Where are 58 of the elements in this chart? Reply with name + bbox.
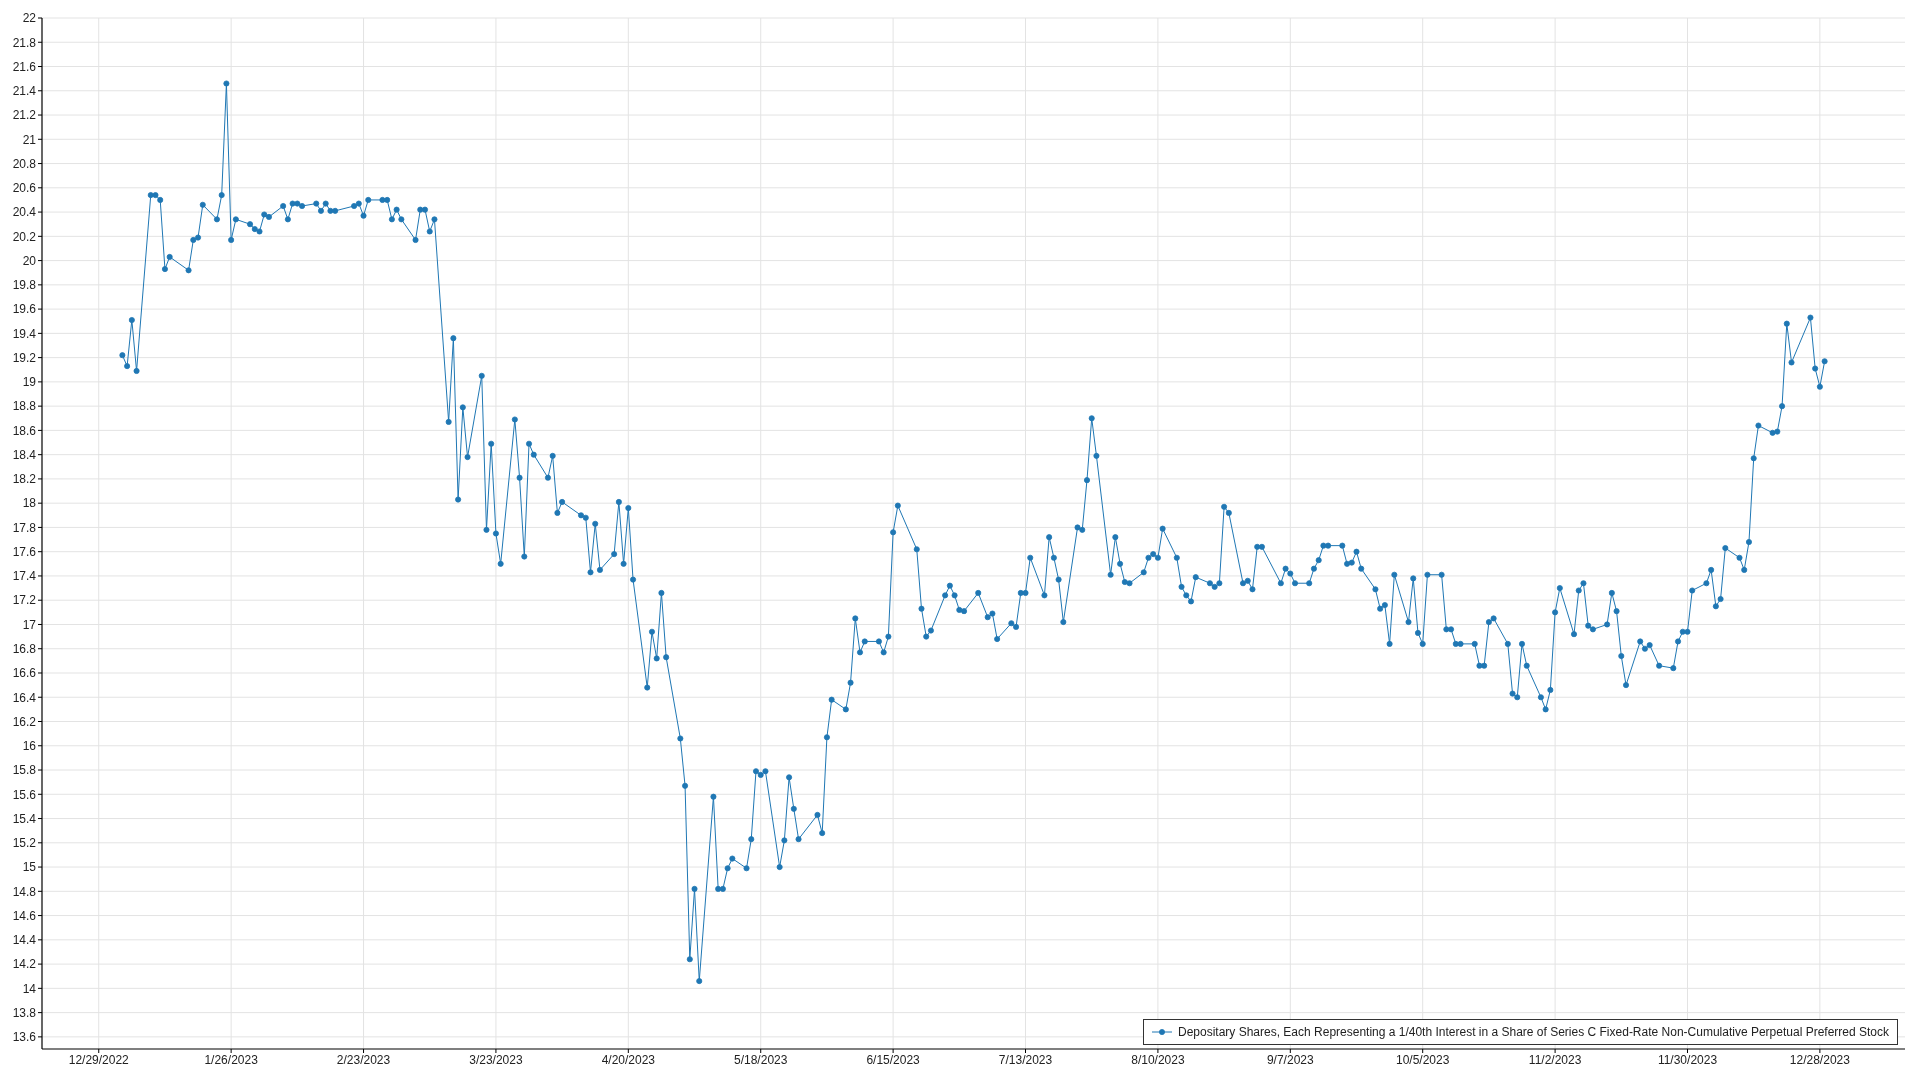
y-tick-label: 20.6 [12,181,37,196]
y-tick-label: 15.6 [12,787,37,802]
x-tick-label: 4/20/2023 [601,1052,656,1067]
y-tick-label: 16 [22,739,37,754]
y-tick-label: 18.8 [12,399,37,414]
x-tick-label: 7/13/2023 [998,1052,1053,1067]
y-tick-label: 20.2 [12,229,37,244]
x-tick-label: 2/23/2023 [336,1052,391,1067]
y-tick-label: 19.6 [12,302,37,317]
y-tick-label: 16.2 [12,714,37,729]
x-tick-label: 6/15/2023 [866,1052,921,1067]
y-tick-label: 14.2 [12,957,37,972]
y-tick-label: 17 [22,617,37,632]
y-tick-label: 16.8 [12,641,37,656]
legend-label: Depositary Shares, Each Representing a 1/40th Interest in a Share of Series C Fixed-Rate Non-Cumulative Perpetual Preferred Stock [1177,1025,1889,1039]
y-tick-label: 22 [22,11,37,26]
y-tick-label: 20 [22,253,37,268]
y-tick-label: 19.8 [12,278,37,293]
y-tick-label: 14.6 [12,908,37,923]
x-tick-label: 10/5/2023 [1396,1052,1450,1067]
y-tick-label: 21.4 [12,84,37,99]
y-tick-label: 18.2 [12,472,37,487]
y-tick-label: 20.8 [12,156,37,171]
y-tick-label: 21.8 [12,35,37,50]
y-tick-label: 19 [22,375,37,390]
x-tick-label: 1/26/2023 [204,1052,259,1067]
y-tick-label: 21.2 [12,108,37,123]
y-tick-label: 14.4 [12,933,37,948]
y-tick-label: 15.8 [12,763,37,778]
x-tick-label: 11/30/2023 [1657,1052,1718,1067]
y-tick-label: 17.6 [12,544,37,559]
y-tick-label: 18.6 [12,423,37,438]
x-tick-label: 5/18/2023 [734,1052,788,1067]
y-tick-label: 17.2 [12,593,37,608]
y-tick-label: 17.4 [12,569,37,584]
x-tick-label: 3/23/2023 [469,1052,523,1067]
y-tick-label: 17.8 [12,520,37,535]
y-tick-label: 20.4 [12,205,37,220]
y-tick-label: 13.8 [12,1005,37,1020]
y-tick-label: 19.2 [12,350,37,365]
y-tick-label: 16.6 [12,666,37,681]
y-tick-label: 18 [22,496,37,511]
x-tick-label: 8/10/2023 [1131,1052,1185,1067]
y-tick-label: 15 [22,860,37,875]
x-tick-label: 12/28/2023 [1789,1052,1851,1067]
y-tick-label: 15.2 [12,836,37,851]
x-tick-label: 11/2/2023 [1528,1052,1582,1067]
y-tick-label: 15.4 [12,811,37,826]
y-tick-label: 21 [22,132,37,147]
y-tick-label: 19.4 [12,326,37,341]
y-tick-label: 16.4 [12,690,37,705]
y-tick-label: 18.4 [12,447,37,462]
y-tick-label: 14.8 [12,884,37,899]
x-tick-label: 9/7/2023 [1266,1052,1314,1067]
y-tick-label: 14 [22,981,37,996]
y-tick-label: 13.6 [12,1030,37,1045]
x-tick-label: 12/29/2022 [68,1052,130,1067]
y-tick-label: 21.6 [12,59,37,74]
